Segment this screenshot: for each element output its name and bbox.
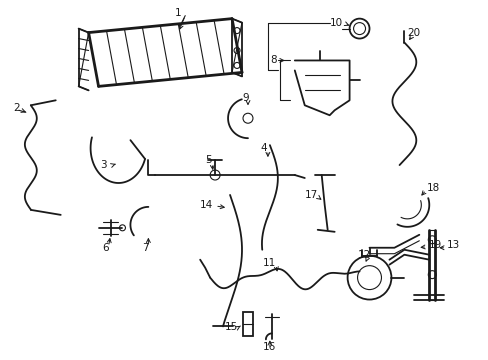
Text: 12: 12 bbox=[357, 250, 370, 260]
Text: 16: 16 bbox=[263, 342, 276, 352]
Text: 10: 10 bbox=[329, 18, 342, 28]
Text: 15: 15 bbox=[224, 323, 238, 332]
Bar bbox=[243, 312, 252, 336]
Text: 9: 9 bbox=[242, 93, 248, 103]
Text: 5: 5 bbox=[205, 155, 211, 165]
Text: 8: 8 bbox=[269, 55, 276, 66]
Text: 7: 7 bbox=[142, 243, 149, 253]
Text: 3: 3 bbox=[101, 160, 107, 170]
Text: 18: 18 bbox=[427, 183, 440, 193]
Text: 17: 17 bbox=[304, 190, 317, 200]
Text: 19: 19 bbox=[428, 240, 442, 250]
Text: 2: 2 bbox=[13, 103, 20, 113]
Text: 6: 6 bbox=[102, 243, 109, 253]
Text: 20: 20 bbox=[407, 28, 420, 37]
Text: 4: 4 bbox=[260, 143, 266, 153]
Text: 14: 14 bbox=[200, 200, 213, 210]
Text: 11: 11 bbox=[263, 258, 276, 268]
Text: 13: 13 bbox=[447, 240, 460, 250]
Text: 1: 1 bbox=[175, 8, 182, 18]
